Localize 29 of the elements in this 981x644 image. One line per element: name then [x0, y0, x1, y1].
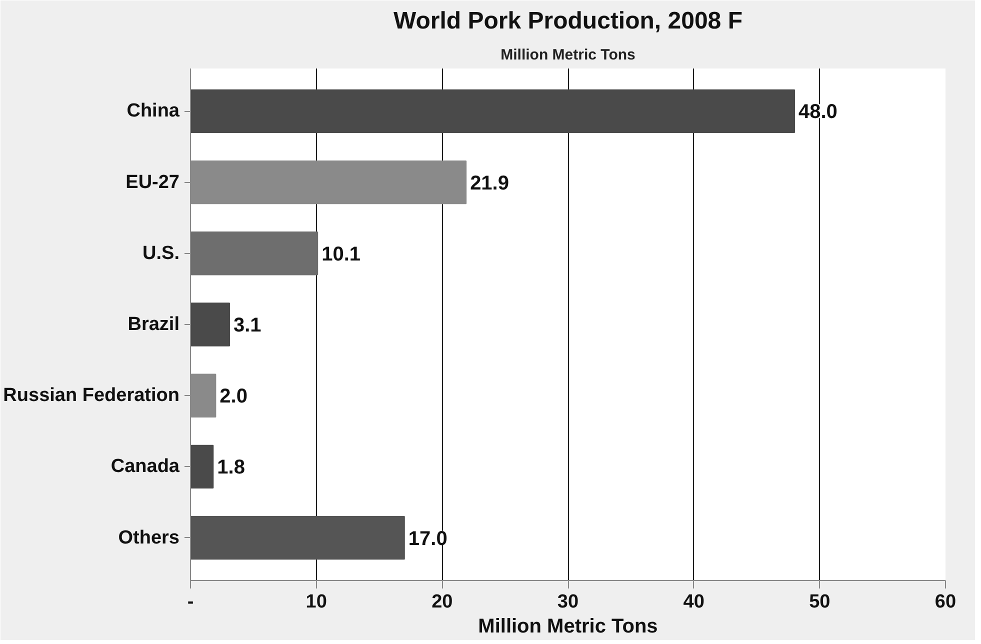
chart-title: World Pork Production, 2008 F [394, 8, 742, 34]
y-tick-label: Others [118, 527, 180, 548]
x-axis-title: Million Metric Tons [478, 616, 658, 638]
bar [190, 232, 318, 276]
bar [190, 516, 405, 560]
x-tick-label: 20 [432, 592, 453, 612]
y-tick-label: Canada [110, 456, 180, 478]
data-label: 10.1 [322, 243, 361, 266]
x-tick-label: 30 [557, 592, 579, 612]
x-tick-label: 60 [934, 592, 956, 612]
bar [190, 444, 214, 489]
bar [190, 302, 230, 346]
y-tick-label: China [126, 100, 180, 122]
x-tick-label: 40 [683, 592, 704, 612]
data-label: 17.0 [408, 528, 448, 550]
x-tick-label: - [187, 592, 194, 612]
y-tick-label: Russian Federation [3, 385, 180, 406]
data-label: 48.0 [798, 101, 838, 124]
x-tick-label: 50 [809, 592, 830, 612]
chart-subtitle: Million Metric Tons [500, 46, 636, 64]
data-label: 2.0 [220, 386, 248, 408]
y-tick-label: EU-27 [126, 172, 180, 193]
data-label: 21.9 [470, 172, 510, 194]
data-label: 3.1 [234, 314, 262, 336]
y-tick-label: U.S. [142, 242, 180, 264]
bar [190, 89, 795, 133]
data-label: 1.8 [217, 456, 245, 479]
x-tick-label: 10 [306, 592, 327, 612]
y-tick-label: Brazil [128, 314, 180, 335]
